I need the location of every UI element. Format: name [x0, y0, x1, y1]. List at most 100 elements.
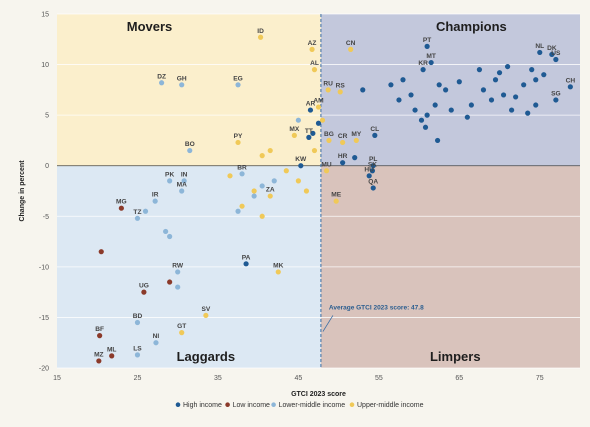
data-point — [333, 198, 339, 204]
data-point — [98, 249, 104, 255]
data-point — [348, 46, 354, 53]
data-point — [388, 82, 394, 88]
data-point — [134, 319, 141, 326]
legend-marker — [271, 402, 276, 408]
data-point — [134, 215, 141, 221]
data-point — [434, 137, 441, 144]
point-label: US — [551, 50, 561, 57]
data-point — [295, 117, 301, 123]
quadrant-label-movers: Movers — [127, 19, 173, 34]
point-label: LS — [133, 345, 142, 352]
x-axis-title: GTCI 2023 score — [291, 391, 346, 398]
data-point — [227, 173, 233, 179]
data-point — [235, 82, 241, 88]
data-point — [259, 213, 265, 219]
data-point — [310, 130, 316, 136]
data-point — [464, 114, 470, 120]
data-point — [443, 87, 449, 93]
data-point — [118, 205, 124, 211]
point-label: HR — [338, 153, 348, 160]
x-tick-label: 45 — [294, 375, 302, 382]
point-label: SV — [201, 306, 210, 313]
data-point — [179, 330, 185, 336]
point-label: IN — [181, 171, 188, 178]
x-tick-label: 75 — [536, 375, 544, 382]
data-point — [179, 82, 185, 88]
data-point — [267, 147, 273, 154]
point-label: MT — [426, 53, 436, 60]
data-point — [326, 137, 332, 144]
data-point — [448, 107, 454, 113]
point-label: PL — [369, 156, 377, 163]
point-label: MG — [116, 199, 127, 206]
data-point — [408, 92, 414, 98]
y-tick-label: -10 — [39, 264, 49, 271]
point-label: MU — [321, 161, 331, 168]
data-point — [372, 132, 378, 138]
y-tick-label: 5 — [45, 113, 49, 120]
data-point — [325, 87, 331, 93]
data-point — [251, 193, 257, 199]
data-point — [315, 104, 322, 110]
data-point — [412, 107, 418, 113]
data-point — [509, 107, 515, 113]
point-label: NL — [535, 43, 544, 50]
data-point — [521, 82, 527, 88]
data-point — [239, 171, 245, 177]
y-axis-title: Change in percent — [19, 160, 26, 222]
data-point — [109, 353, 115, 359]
data-point — [134, 352, 141, 358]
point-label: MK — [273, 262, 283, 269]
data-point — [533, 77, 539, 83]
data-point — [424, 43, 430, 49]
point-label: CN — [346, 40, 356, 47]
data-point — [251, 188, 257, 194]
data-point — [553, 56, 559, 63]
legend-label: Low income — [233, 402, 270, 409]
data-point — [432, 102, 438, 108]
data-point — [306, 134, 312, 140]
point-label: EG — [233, 75, 243, 82]
data-point — [311, 147, 318, 154]
data-point — [533, 102, 539, 108]
point-label: PY — [234, 133, 243, 140]
data-point — [424, 112, 430, 118]
data-point — [243, 261, 249, 267]
data-point — [175, 284, 181, 290]
data-point — [167, 279, 173, 285]
point-label: ID — [257, 28, 264, 35]
data-point — [203, 312, 209, 319]
point-label: CL — [370, 126, 379, 133]
quadrant-label-laggards: Laggards — [177, 349, 236, 364]
data-point — [366, 173, 372, 179]
data-point — [396, 97, 402, 103]
data-point — [352, 155, 358, 161]
data-point — [267, 193, 273, 199]
data-point — [418, 117, 425, 123]
data-point — [163, 228, 169, 235]
point-label: NI — [153, 333, 160, 340]
data-point — [303, 188, 310, 194]
y-tick-label: -15 — [39, 315, 49, 322]
data-point — [175, 269, 181, 275]
point-label: RU — [323, 80, 333, 87]
point-label: AM — [313, 98, 324, 105]
data-point — [142, 208, 149, 214]
data-point — [311, 67, 318, 73]
data-point — [476, 67, 483, 73]
point-label: DK — [547, 45, 557, 52]
data-point — [259, 153, 265, 159]
data-point — [239, 203, 245, 209]
data-point — [159, 80, 165, 86]
data-point — [307, 107, 314, 113]
data-point — [525, 110, 531, 116]
data-point — [235, 139, 241, 146]
data-point — [295, 178, 301, 184]
data-point — [340, 139, 346, 146]
x-tick-label: 35 — [214, 375, 222, 382]
y-tick-label: -20 — [39, 366, 49, 373]
point-label: BF — [95, 326, 104, 333]
point-label: TZ — [133, 209, 141, 216]
data-point — [275, 269, 281, 275]
average-annotation: Average GTCI 2023 score: 47.8 — [329, 304, 424, 311]
